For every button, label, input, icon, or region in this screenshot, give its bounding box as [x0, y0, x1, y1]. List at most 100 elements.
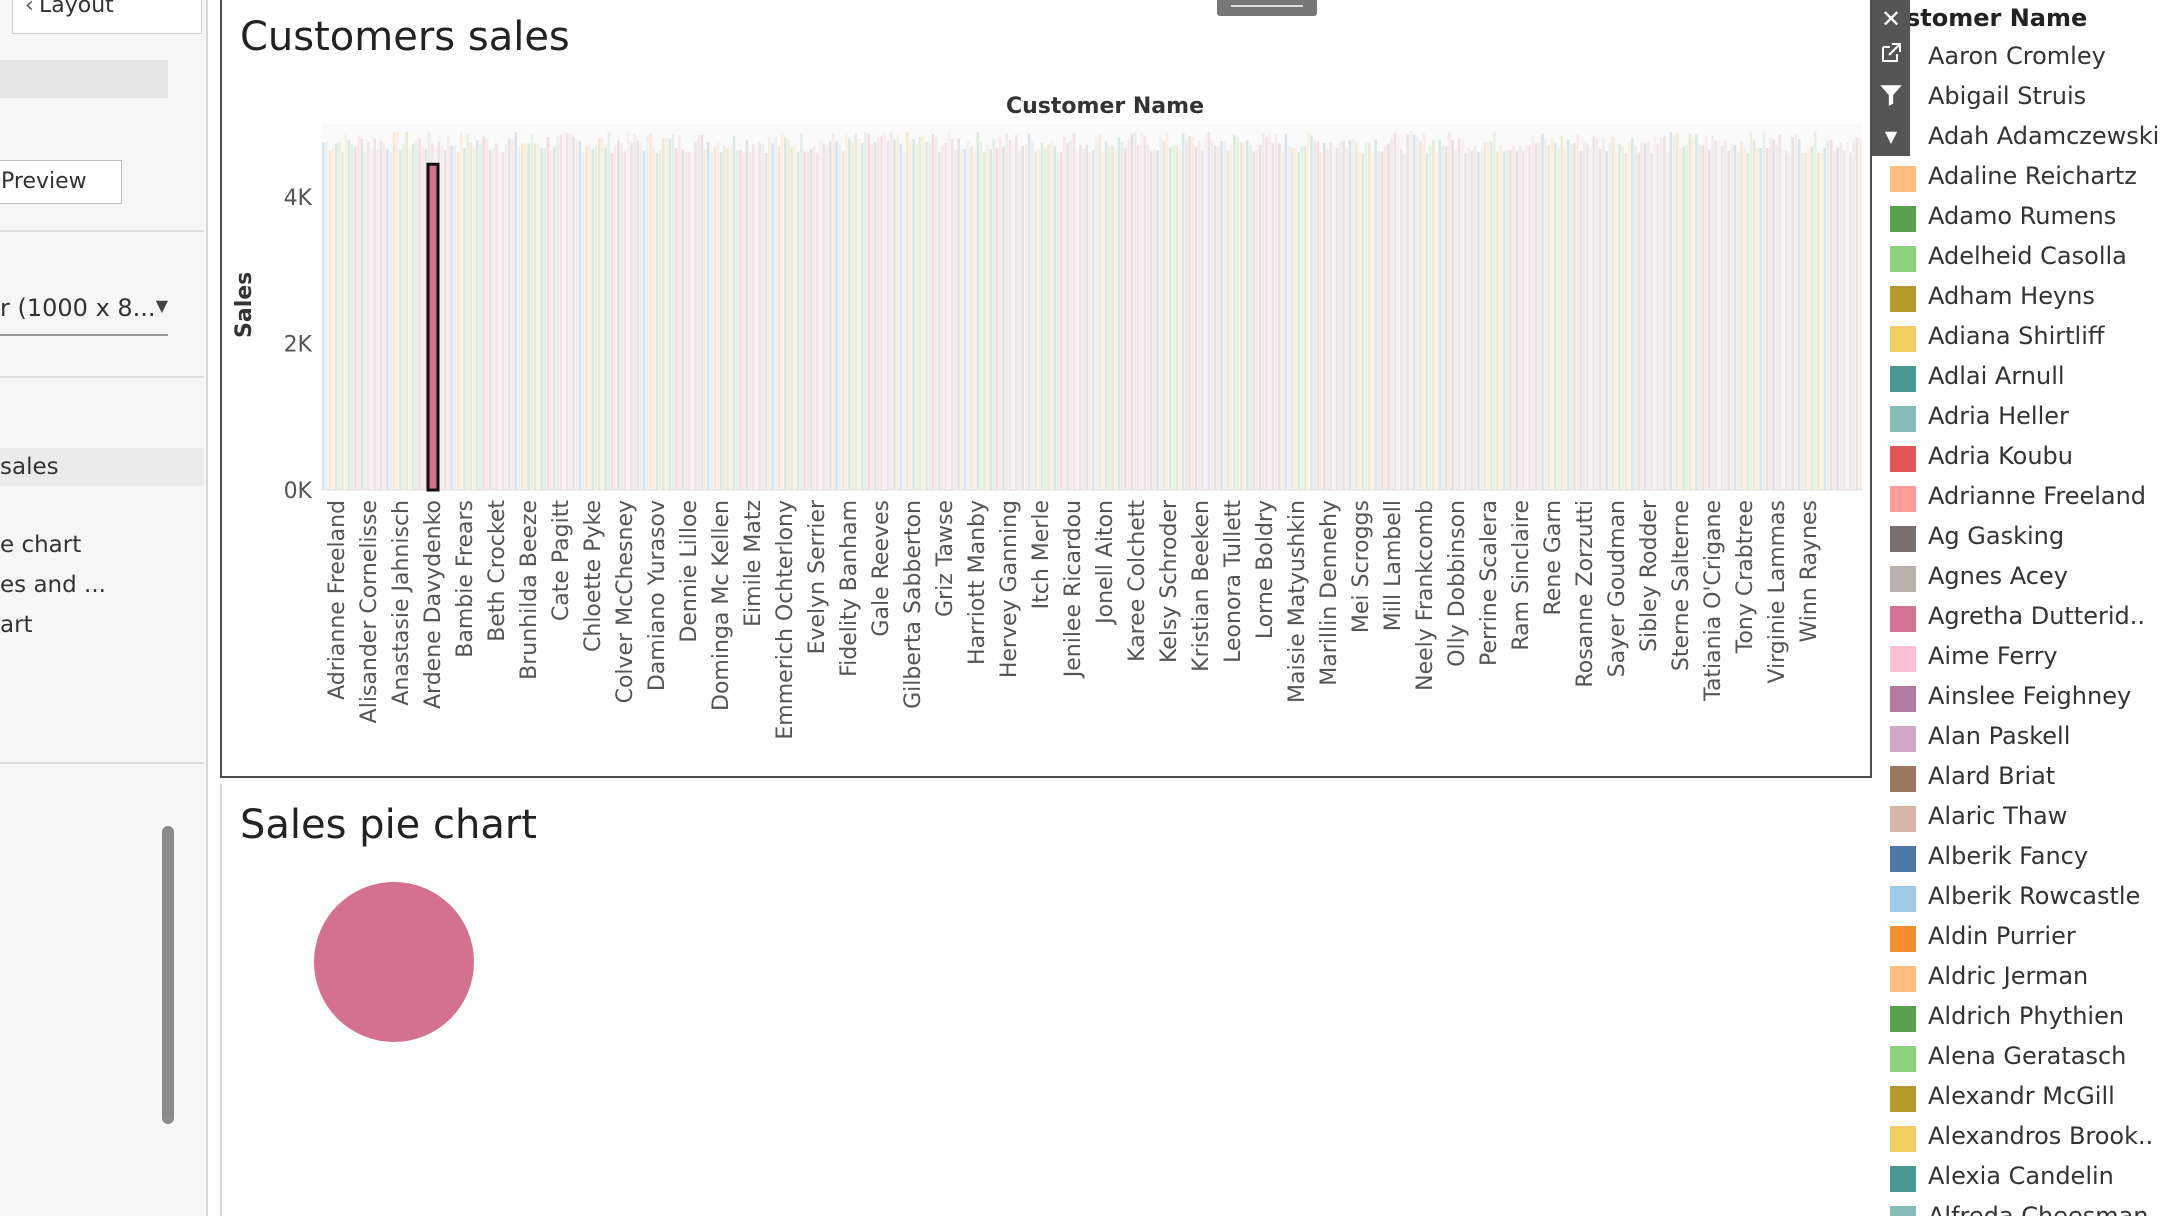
- bar: [1807, 149, 1811, 490]
- bar: [748, 151, 752, 490]
- legend-item[interactable]: Adaline Reichartz: [1882, 158, 2172, 198]
- bar: [623, 151, 627, 490]
- chevron-left-icon[interactable]: ‹: [25, 0, 34, 18]
- bar: [1457, 138, 1461, 490]
- legend-item-label: Alard Briat: [1928, 762, 2056, 790]
- legend-item-label: Alena Geratasch: [1928, 1042, 2127, 1070]
- legend-item[interactable]: Adah Adamczewski: [1882, 118, 2172, 158]
- drag-handle[interactable]: [1217, 0, 1317, 16]
- pie-chart[interactable]: [222, 784, 1870, 1216]
- bar: [1473, 146, 1477, 490]
- legend-item[interactable]: Alfreda Cheesman: [1882, 1198, 2172, 1216]
- layout-tab[interactable]: Layout ‹: [12, 0, 202, 34]
- legend-item[interactable]: Alexia Candelin: [1882, 1158, 2172, 1198]
- x-tick-label: Winn Raynes: [1797, 500, 1822, 643]
- legend-item[interactable]: Alberik Rowcastle: [1882, 878, 2172, 918]
- legend-item[interactable]: Alena Geratasch: [1882, 1038, 2172, 1078]
- bar: [1425, 152, 1429, 491]
- x-tick-label: Harriott Manby: [965, 500, 990, 665]
- legend-swatch: [1890, 486, 1916, 512]
- bar: [1246, 139, 1249, 490]
- legend-item[interactable]: Adelheid Casolla: [1882, 238, 2172, 278]
- legend-item[interactable]: Adamo Rumens: [1882, 198, 2172, 238]
- sheet-list-item[interactable]: sales: [0, 448, 204, 486]
- external-link-icon[interactable]: [1872, 34, 1910, 72]
- bar: [1313, 139, 1316, 491]
- legend-swatch: [1890, 766, 1916, 792]
- customers-sales-sheet[interactable]: Customers sales Customer Name Sales Adri…: [220, 0, 1872, 778]
- legend-item[interactable]: Alan Paskell: [1882, 718, 2172, 758]
- legend-item[interactable]: Adria Heller: [1882, 398, 2172, 438]
- bar-chart[interactable]: Adrianne Freeland Alisander Cornelisse Ana…: [222, 0, 1870, 776]
- legend-swatch: [1890, 166, 1916, 192]
- bar: [809, 149, 813, 490]
- bar: [1416, 136, 1419, 491]
- filter-icon[interactable]: [1872, 76, 1910, 114]
- legend-item[interactable]: Ainslee Feighney: [1882, 678, 2172, 718]
- bar: [1518, 146, 1522, 490]
- bar: [896, 135, 899, 490]
- bar: [905, 131, 909, 491]
- legend-item[interactable]: Alexandr McGill: [1882, 1078, 2172, 1118]
- bar: [867, 133, 871, 490]
- panel-scrollbar[interactable]: [162, 826, 174, 1124]
- legend-swatch: [1890, 286, 1916, 312]
- bar: [1188, 135, 1191, 490]
- legend-item[interactable]: Aime Ferry: [1882, 638, 2172, 678]
- legend-item[interactable]: Aaron Cromley: [1882, 38, 2172, 78]
- x-tick-label: Damiano Yurasov: [645, 500, 670, 691]
- size-dropdown[interactable]: r (1000 x 8... ▼: [0, 294, 168, 336]
- sheet-list-item[interactable]: art: [0, 612, 33, 638]
- x-tick-label: Jenilee Ricardou: [1061, 500, 1086, 679]
- bar: [992, 138, 996, 490]
- legend-item[interactable]: Agretha Dutterid..: [1882, 598, 2172, 638]
- bar: [1720, 145, 1724, 490]
- bar: [1435, 151, 1438, 490]
- bar: [1624, 153, 1628, 490]
- legend-item[interactable]: Alard Briat: [1882, 758, 2172, 798]
- close-icon[interactable]: ✕: [1880, 5, 1902, 33]
- legend-item-label: Ag Gasking: [1928, 522, 2065, 550]
- legend-item[interactable]: Adiana Shirtliff: [1882, 318, 2172, 358]
- bar: [784, 137, 787, 491]
- legend-item[interactable]: Alexandros Brook..: [1882, 1118, 2172, 1158]
- bar: [1537, 141, 1541, 490]
- legend-item[interactable]: Alaric Thaw: [1882, 798, 2172, 838]
- bar: [1223, 140, 1227, 490]
- bar: [851, 142, 854, 490]
- bar: [1101, 152, 1105, 490]
- legend-item[interactable]: Adham Heyns: [1882, 278, 2172, 318]
- bar: [912, 138, 915, 490]
- bar: [1008, 140, 1012, 490]
- bar: [1563, 147, 1567, 491]
- bar: [1727, 151, 1730, 490]
- preview-button[interactable]: Preview: [0, 160, 122, 204]
- bar: [482, 136, 486, 491]
- bar: [1169, 147, 1172, 490]
- legend-item[interactable]: Aldrich Phythien: [1882, 998, 2172, 1038]
- legend-item[interactable]: Adlai Arnull: [1882, 358, 2172, 398]
- legend-item[interactable]: Ag Gasking: [1882, 518, 2172, 558]
- legend-item[interactable]: Abigail Struis: [1882, 78, 2172, 118]
- legend-item[interactable]: Alberik Fancy: [1882, 838, 2172, 878]
- x-tick-label: Griz Tawse: [933, 500, 958, 617]
- bar: [1701, 144, 1705, 491]
- bar: [443, 149, 447, 490]
- caret-down-icon[interactable]: ▼: [1884, 127, 1898, 146]
- sheet-list-item[interactable]: es and ...: [0, 572, 106, 598]
- bar: [456, 151, 460, 490]
- x-tick-label: Hervey Ganning: [997, 500, 1022, 678]
- bar: [902, 151, 906, 490]
- bar: [1493, 132, 1496, 490]
- sheet-list-item[interactable]: e chart: [0, 532, 82, 558]
- legend-item[interactable]: Aldric Jerman: [1882, 958, 2172, 998]
- legend-item-label: Aaron Cromley: [1928, 42, 2106, 70]
- bar: [1124, 148, 1127, 491]
- bar: [1797, 138, 1801, 490]
- legend-item[interactable]: Adria Koubu: [1882, 438, 2172, 478]
- legend-item[interactable]: Agnes Acey: [1882, 558, 2172, 598]
- bar: [973, 152, 976, 490]
- legend-item[interactable]: Adrianne Freeland: [1882, 478, 2172, 518]
- legend-item[interactable]: Aldin Purrier: [1882, 918, 2172, 958]
- sales-pie-sheet[interactable]: Sales pie chart: [220, 784, 1872, 1216]
